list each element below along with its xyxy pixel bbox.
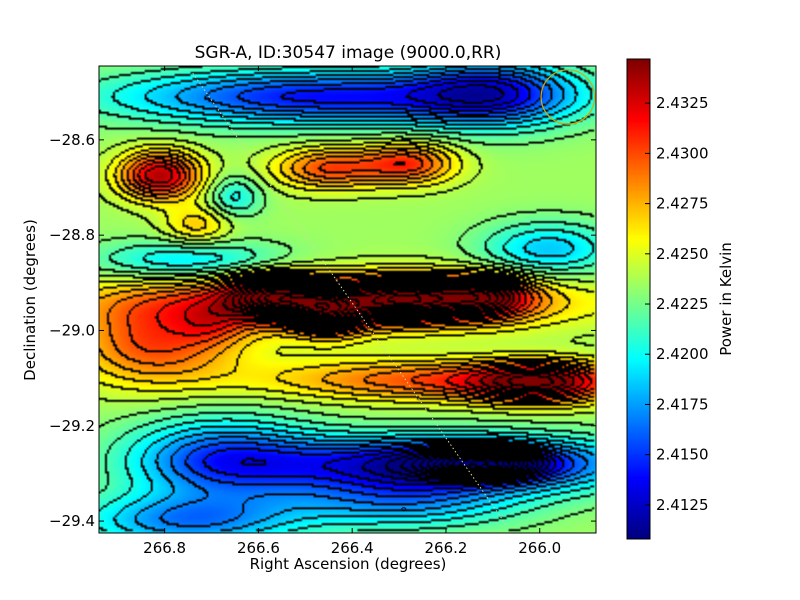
colorbar-tick-label: 2.4275 xyxy=(656,195,709,213)
colorbar-label: Power in Kelvin xyxy=(717,242,735,356)
x-axis: 266.8 266.6 266.4 266.2 266.0 xyxy=(143,66,561,557)
x-tick-label: 266.8 xyxy=(143,539,186,557)
colorbar-gradient xyxy=(627,59,650,539)
x-tick-label: 266.2 xyxy=(424,539,467,557)
heatmap-image xyxy=(99,66,596,533)
colorbar-tick-label: 2.4250 xyxy=(656,245,709,263)
plot-area xyxy=(98,65,597,534)
y-tick-label: −29.0 xyxy=(49,321,95,339)
x-axis-label: Right Ascension (degrees) xyxy=(250,555,447,573)
colorbar-tick-label: 2.4200 xyxy=(656,345,709,363)
colorbar-tick-label: 2.4125 xyxy=(656,496,709,514)
x-tick-label: 266.6 xyxy=(237,539,280,557)
y-tick-label: −28.8 xyxy=(49,226,95,244)
x-tick-label: 266.4 xyxy=(331,539,374,557)
colorbar-tick-label: 2.4175 xyxy=(656,395,709,413)
chart-title: SGR-A, ID:30547 image (9000.0,RR) xyxy=(195,43,502,63)
colorbar-tick-label: 2.4150 xyxy=(656,446,709,464)
x-tick-label: 266.0 xyxy=(518,539,561,557)
y-axis-label: Declination (degrees) xyxy=(21,219,39,381)
colorbar-tick-label: 2.4225 xyxy=(656,295,709,313)
beam-circle xyxy=(540,69,596,125)
colorbar-tick-label: 2.4300 xyxy=(656,144,709,162)
y-tick-label: −29.4 xyxy=(49,512,95,530)
plot-frame xyxy=(98,65,597,534)
y-tick-label: −28.6 xyxy=(49,131,95,149)
y-tick-label: −29.2 xyxy=(49,417,95,435)
y-axis: −28.6 −28.8 −29.0 −29.2 −29.4 xyxy=(49,131,596,530)
small-contour-mark xyxy=(401,507,407,512)
colorbar-tick-label: 2.4325 xyxy=(656,94,709,112)
colorbar-ticks: 2.4125 2.4150 2.4175 2.4200 2.4225 2.4250 2.42… xyxy=(645,94,709,514)
colorbar: 2.4125 2.4150 2.4175 2.4200 2.4225 2.4250 2.42… xyxy=(626,58,735,540)
colorbar-frame xyxy=(626,58,651,540)
overlays xyxy=(192,69,596,527)
